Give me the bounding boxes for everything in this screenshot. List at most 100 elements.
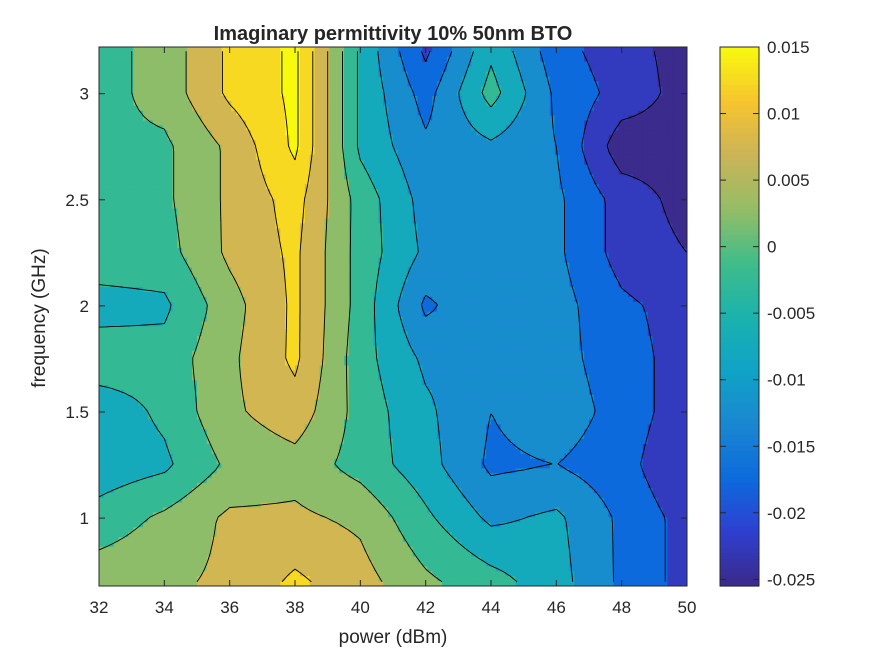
contour-cell (299, 512, 306, 518)
contour-cell (231, 110, 237, 117)
contour-cell (319, 140, 325, 146)
contour-cell (304, 375, 311, 381)
contour-cell (260, 507, 267, 514)
contour-cell (246, 110, 252, 117)
contour-cell (133, 282, 139, 288)
contour-cell (285, 345, 291, 352)
contour-cell (275, 247, 281, 254)
contour-cell (192, 331, 198, 337)
contour-cell (299, 252, 306, 259)
contour-cell (167, 404, 174, 411)
contour-cell (182, 483, 188, 489)
contour-cell (167, 385, 174, 391)
contour-cell (143, 468, 149, 474)
contour-cell (138, 247, 144, 254)
contour-cell (236, 257, 242, 264)
contour-cell (187, 443, 193, 450)
contour-cell (304, 272, 311, 278)
contour-cell (152, 492, 159, 499)
contour-cell (314, 130, 321, 136)
contour-cell (241, 238, 247, 244)
contour-cell (123, 292, 129, 298)
contour-cell (162, 483, 169, 489)
contour-cell (211, 419, 218, 425)
contour-cell (255, 100, 262, 107)
contour-cell (148, 458, 154, 465)
contour-cell (133, 169, 139, 175)
contour-cell (152, 551, 159, 558)
contour-cell (128, 439, 134, 445)
contour-cell (187, 390, 193, 396)
contour-cell (143, 409, 149, 416)
contour-cell (133, 541, 139, 548)
contour-cell (138, 424, 144, 430)
contour-cell (231, 238, 237, 244)
contour-cell (275, 473, 281, 479)
contour-cell (241, 76, 247, 82)
contour-cell (118, 497, 125, 504)
contour-cell (157, 492, 164, 499)
contour-cell (226, 561, 232, 567)
contour-cell (299, 257, 306, 264)
contour-cell (260, 96, 267, 102)
contour-cell (123, 541, 129, 548)
contour-cell (260, 571, 267, 577)
contour-cell (280, 105, 286, 112)
contour-cell (299, 326, 306, 332)
contour-cell (206, 287, 213, 293)
contour-cell (231, 100, 237, 107)
contour-cell (113, 262, 120, 269)
contour-cell (206, 47, 213, 53)
contour-cell (265, 399, 272, 406)
contour-cell (172, 61, 178, 68)
contour-cell (265, 532, 272, 538)
contour-cell (123, 336, 129, 342)
contour-cell (280, 76, 286, 82)
contour-cell (118, 429, 125, 435)
contour-cell (231, 81, 237, 87)
contour-cell (162, 135, 169, 141)
contour-cell (99, 581, 105, 586)
contour-cell (260, 169, 267, 175)
contour-cell (309, 468, 316, 474)
contour-cell (201, 571, 208, 577)
contour-cell (226, 189, 232, 195)
contour-cell (172, 149, 178, 156)
contour-cell (226, 439, 232, 445)
contour-cell (299, 100, 306, 107)
contour-cell (290, 120, 296, 126)
contour-cell (201, 272, 208, 278)
contour-cell (148, 507, 154, 514)
contour-cell (172, 419, 178, 425)
contour-cell (236, 184, 242, 190)
contour-cell (241, 66, 247, 73)
contour-cell (265, 414, 272, 420)
contour-cell (226, 56, 232, 63)
contour-cell (304, 252, 311, 259)
contour-cell (157, 159, 164, 166)
contour-cell (187, 448, 193, 455)
contour-cell (270, 81, 276, 87)
contour-cell (167, 375, 174, 381)
contour-cell (187, 198, 193, 205)
contour-cell (152, 488, 159, 494)
contour-cell (192, 105, 198, 112)
contour-cell (319, 164, 325, 171)
contour-cell (133, 311, 139, 318)
contour-cell (113, 277, 120, 283)
contour-cell (177, 541, 183, 548)
contour-cell (231, 272, 237, 278)
contour-cell (138, 277, 144, 283)
contour-cell (241, 287, 247, 293)
contour-cell (172, 51, 178, 58)
contour-cell (275, 277, 281, 283)
contour-cell (197, 345, 203, 352)
contour-cell (197, 47, 203, 53)
contour-cell (192, 272, 198, 278)
contour-cell (162, 262, 169, 269)
contour-cell (231, 345, 237, 352)
contour-cell (177, 71, 183, 77)
contour-cell (99, 390, 105, 396)
contour-cell (108, 218, 115, 224)
contour-cell (143, 326, 149, 332)
